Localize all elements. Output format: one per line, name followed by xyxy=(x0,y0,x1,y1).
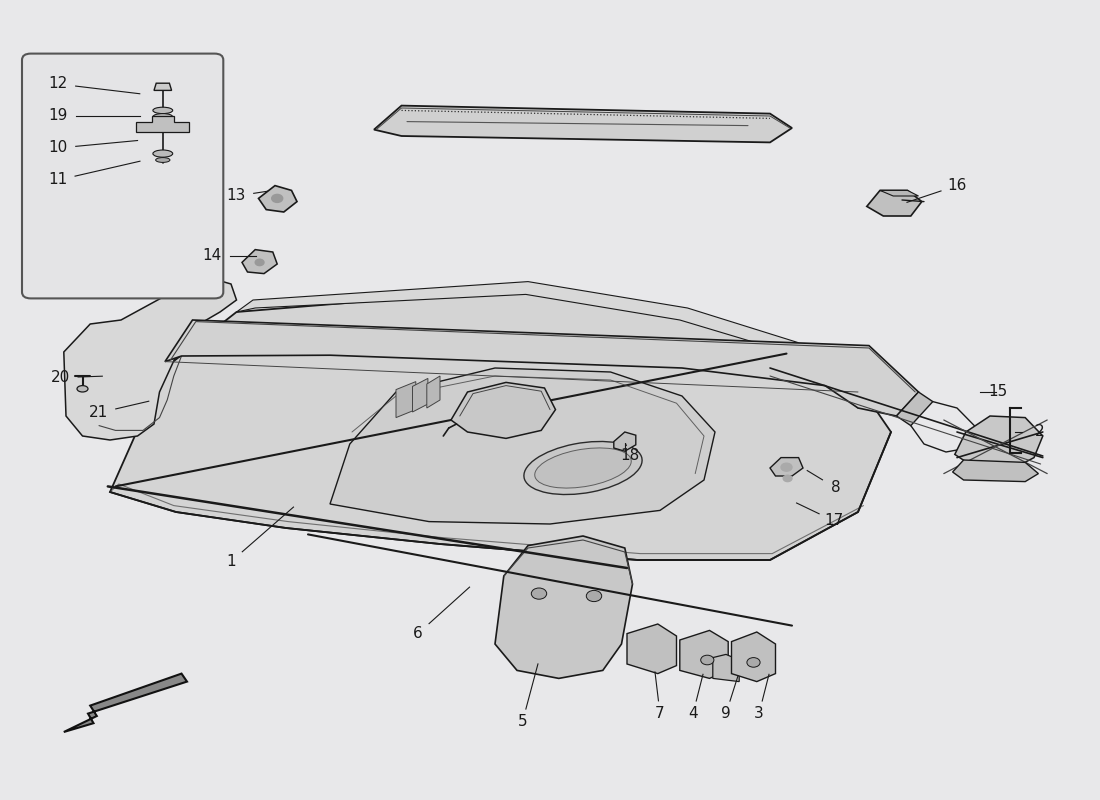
Polygon shape xyxy=(427,376,440,408)
Polygon shape xyxy=(165,320,918,416)
Polygon shape xyxy=(412,378,428,412)
Polygon shape xyxy=(713,654,739,682)
Ellipse shape xyxy=(153,150,173,157)
Text: 21: 21 xyxy=(89,406,109,420)
Polygon shape xyxy=(154,83,172,90)
Polygon shape xyxy=(64,276,236,440)
Text: 12: 12 xyxy=(48,77,68,91)
Circle shape xyxy=(255,259,264,266)
Text: 13: 13 xyxy=(227,189,246,203)
Text: 5: 5 xyxy=(518,714,527,729)
Text: 18: 18 xyxy=(620,449,640,463)
Text: 8: 8 xyxy=(832,481,840,495)
Text: 20: 20 xyxy=(51,370,70,385)
Text: 7: 7 xyxy=(656,706,664,721)
Polygon shape xyxy=(680,630,728,678)
Polygon shape xyxy=(495,536,632,678)
Text: 19: 19 xyxy=(48,109,68,123)
Ellipse shape xyxy=(153,107,173,114)
Text: 14: 14 xyxy=(202,249,222,263)
Text: 17: 17 xyxy=(824,514,844,528)
Polygon shape xyxy=(110,288,891,560)
Polygon shape xyxy=(955,416,1043,470)
Polygon shape xyxy=(242,250,277,274)
Polygon shape xyxy=(614,432,636,451)
Polygon shape xyxy=(732,632,775,682)
Text: 2: 2 xyxy=(1035,425,1044,439)
Polygon shape xyxy=(880,190,918,196)
Polygon shape xyxy=(396,382,416,418)
Text: 3: 3 xyxy=(755,706,763,721)
Text: 1: 1 xyxy=(227,554,235,569)
Polygon shape xyxy=(953,460,1038,482)
Ellipse shape xyxy=(535,448,631,488)
Polygon shape xyxy=(64,674,187,732)
Polygon shape xyxy=(867,190,922,216)
Polygon shape xyxy=(136,116,189,132)
Polygon shape xyxy=(258,186,297,212)
Ellipse shape xyxy=(153,114,173,120)
Circle shape xyxy=(586,590,602,602)
Polygon shape xyxy=(627,624,676,674)
Circle shape xyxy=(781,463,792,471)
Text: 11: 11 xyxy=(48,173,68,187)
Text: 15: 15 xyxy=(988,385,1008,399)
Circle shape xyxy=(272,194,283,202)
Ellipse shape xyxy=(156,158,169,162)
Ellipse shape xyxy=(77,386,88,392)
Circle shape xyxy=(531,588,547,599)
Text: 9: 9 xyxy=(722,706,730,721)
Circle shape xyxy=(701,655,714,665)
Text: 16: 16 xyxy=(947,178,967,193)
Polygon shape xyxy=(770,458,803,476)
Text: 4: 4 xyxy=(689,706,697,721)
Polygon shape xyxy=(374,106,792,142)
Text: 10: 10 xyxy=(48,141,68,155)
Polygon shape xyxy=(451,382,556,438)
Circle shape xyxy=(783,475,792,482)
Text: 6: 6 xyxy=(414,626,422,641)
Circle shape xyxy=(747,658,760,667)
Polygon shape xyxy=(330,368,715,524)
FancyBboxPatch shape xyxy=(22,54,223,298)
Polygon shape xyxy=(896,392,933,426)
Ellipse shape xyxy=(524,442,642,494)
Polygon shape xyxy=(236,282,869,408)
